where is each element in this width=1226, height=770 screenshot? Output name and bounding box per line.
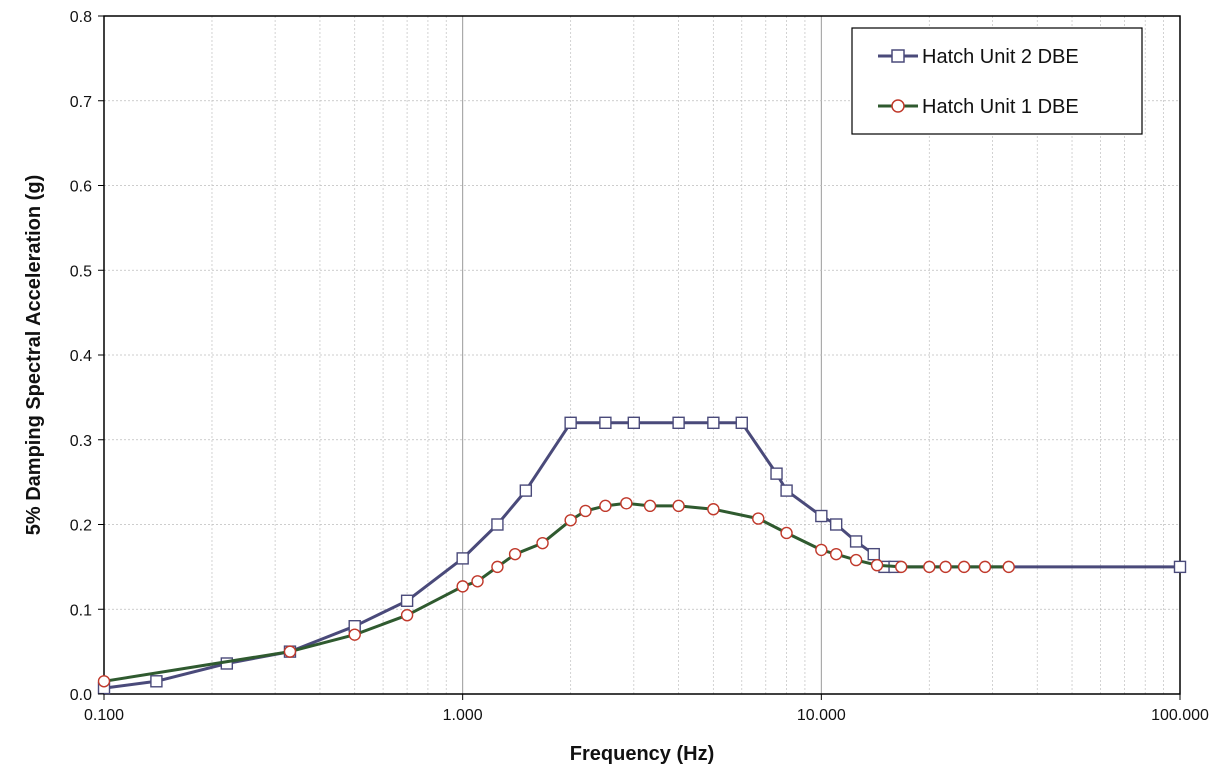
x-axis-title: Frequency (Hz): [570, 743, 714, 765]
data-point-square: [492, 519, 503, 530]
data-point-circle: [924, 561, 935, 572]
data-point-circle: [349, 629, 360, 640]
data-point-square: [851, 536, 862, 547]
data-point-circle: [896, 561, 907, 572]
data-point-circle: [99, 676, 110, 687]
y-tick-label: 0.1: [70, 602, 92, 619]
data-point-square: [673, 417, 684, 428]
legend-marker-square: [892, 50, 904, 62]
x-tick-label: 100.000: [1151, 707, 1209, 724]
data-point-circle: [959, 561, 970, 572]
data-point-circle: [781, 527, 792, 538]
x-tick-label: 1.000: [443, 707, 483, 724]
data-point-square: [151, 676, 162, 687]
data-point-circle: [565, 515, 576, 526]
data-point-circle: [645, 500, 656, 511]
legend-marker-circle: [892, 100, 904, 112]
data-point-circle: [851, 555, 862, 566]
data-point-square: [402, 595, 413, 606]
data-point-square: [816, 511, 827, 522]
data-point-circle: [510, 549, 521, 560]
x-tick-label: 10.000: [797, 707, 846, 724]
data-point-circle: [284, 646, 295, 657]
x-tick-label: 0.100: [84, 707, 124, 724]
data-point-square: [708, 417, 719, 428]
y-tick-label: 0.0: [70, 687, 92, 704]
y-axis-title: 5% Damping Spectral Acceleration (g): [23, 175, 45, 535]
data-point-square: [736, 417, 747, 428]
data-point-circle: [753, 513, 764, 524]
data-point-circle: [492, 561, 503, 572]
data-point-circle: [600, 500, 611, 511]
y-tick-label: 0.8: [70, 9, 92, 26]
data-point-square: [520, 485, 531, 496]
legend-label-hatch-unit-1: Hatch Unit 1 DBE: [922, 96, 1079, 118]
data-point-circle: [537, 538, 548, 549]
data-point-circle: [1003, 561, 1014, 572]
data-point-square: [457, 553, 468, 564]
legend-label-hatch-unit-2: Hatch Unit 2 DBE: [922, 46, 1079, 68]
data-point-circle: [457, 581, 468, 592]
series-hatch-unit-2: [99, 417, 1186, 693]
data-point-square: [771, 468, 782, 479]
data-point-square: [600, 417, 611, 428]
data-point-square: [781, 485, 792, 496]
data-point-square: [1175, 561, 1186, 572]
series-line: [104, 503, 1009, 681]
y-tick-label: 0.4: [70, 348, 92, 365]
data-point-circle: [872, 560, 883, 571]
data-point-circle: [831, 549, 842, 560]
series-hatch-unit-1: [99, 498, 1015, 687]
data-point-circle: [940, 561, 951, 572]
data-point-circle: [980, 561, 991, 572]
y-tick-label: 0.6: [70, 179, 92, 196]
y-tick-label: 0.7: [70, 94, 92, 111]
series-layer: [99, 417, 1186, 693]
series-line: [104, 423, 1180, 688]
y-tick-label: 0.5: [70, 263, 92, 280]
legend: Hatch Unit 2 DBE Hatch Unit 1 DBE: [852, 28, 1142, 134]
data-point-square: [565, 417, 576, 428]
data-point-circle: [472, 576, 483, 587]
data-point-square: [628, 417, 639, 428]
data-point-square: [831, 519, 842, 530]
data-point-circle: [580, 505, 591, 516]
y-tick-label: 0.2: [70, 518, 92, 535]
y-tick-label: 0.3: [70, 433, 92, 450]
legend-box: [852, 28, 1142, 134]
data-point-circle: [708, 504, 719, 515]
data-point-circle: [673, 500, 684, 511]
data-point-circle: [402, 610, 413, 621]
data-point-square: [868, 549, 879, 560]
data-point-circle: [816, 544, 827, 555]
data-point-circle: [621, 498, 632, 509]
